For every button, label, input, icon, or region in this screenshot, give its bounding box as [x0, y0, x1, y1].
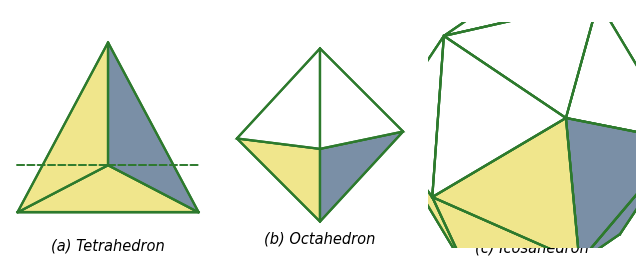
Polygon shape — [382, 8, 498, 152]
Polygon shape — [320, 48, 403, 149]
Polygon shape — [17, 165, 199, 212]
Polygon shape — [382, 36, 444, 197]
Polygon shape — [432, 36, 566, 197]
Polygon shape — [498, 73, 632, 234]
Polygon shape — [108, 42, 199, 212]
Polygon shape — [566, 118, 640, 262]
Polygon shape — [484, 8, 632, 152]
Polygon shape — [432, 197, 579, 269]
Polygon shape — [444, 1, 598, 36]
Polygon shape — [382, 8, 484, 129]
Polygon shape — [620, 73, 640, 234]
Polygon shape — [382, 129, 466, 269]
Polygon shape — [466, 152, 620, 269]
Polygon shape — [237, 139, 320, 222]
Text: (a) Tetrahedron: (a) Tetrahedron — [51, 239, 165, 254]
Text: (c) Icosahedron: (c) Icosahedron — [475, 241, 589, 256]
Polygon shape — [579, 141, 640, 262]
Text: (b) Octahedron: (b) Octahedron — [264, 232, 376, 247]
Polygon shape — [444, 1, 598, 118]
Polygon shape — [382, 129, 498, 269]
Polygon shape — [566, 1, 640, 141]
Polygon shape — [320, 131, 403, 222]
Polygon shape — [237, 48, 320, 149]
Polygon shape — [466, 234, 620, 269]
Polygon shape — [484, 1, 632, 73]
Polygon shape — [17, 42, 108, 212]
Polygon shape — [598, 1, 640, 141]
Polygon shape — [432, 118, 579, 262]
